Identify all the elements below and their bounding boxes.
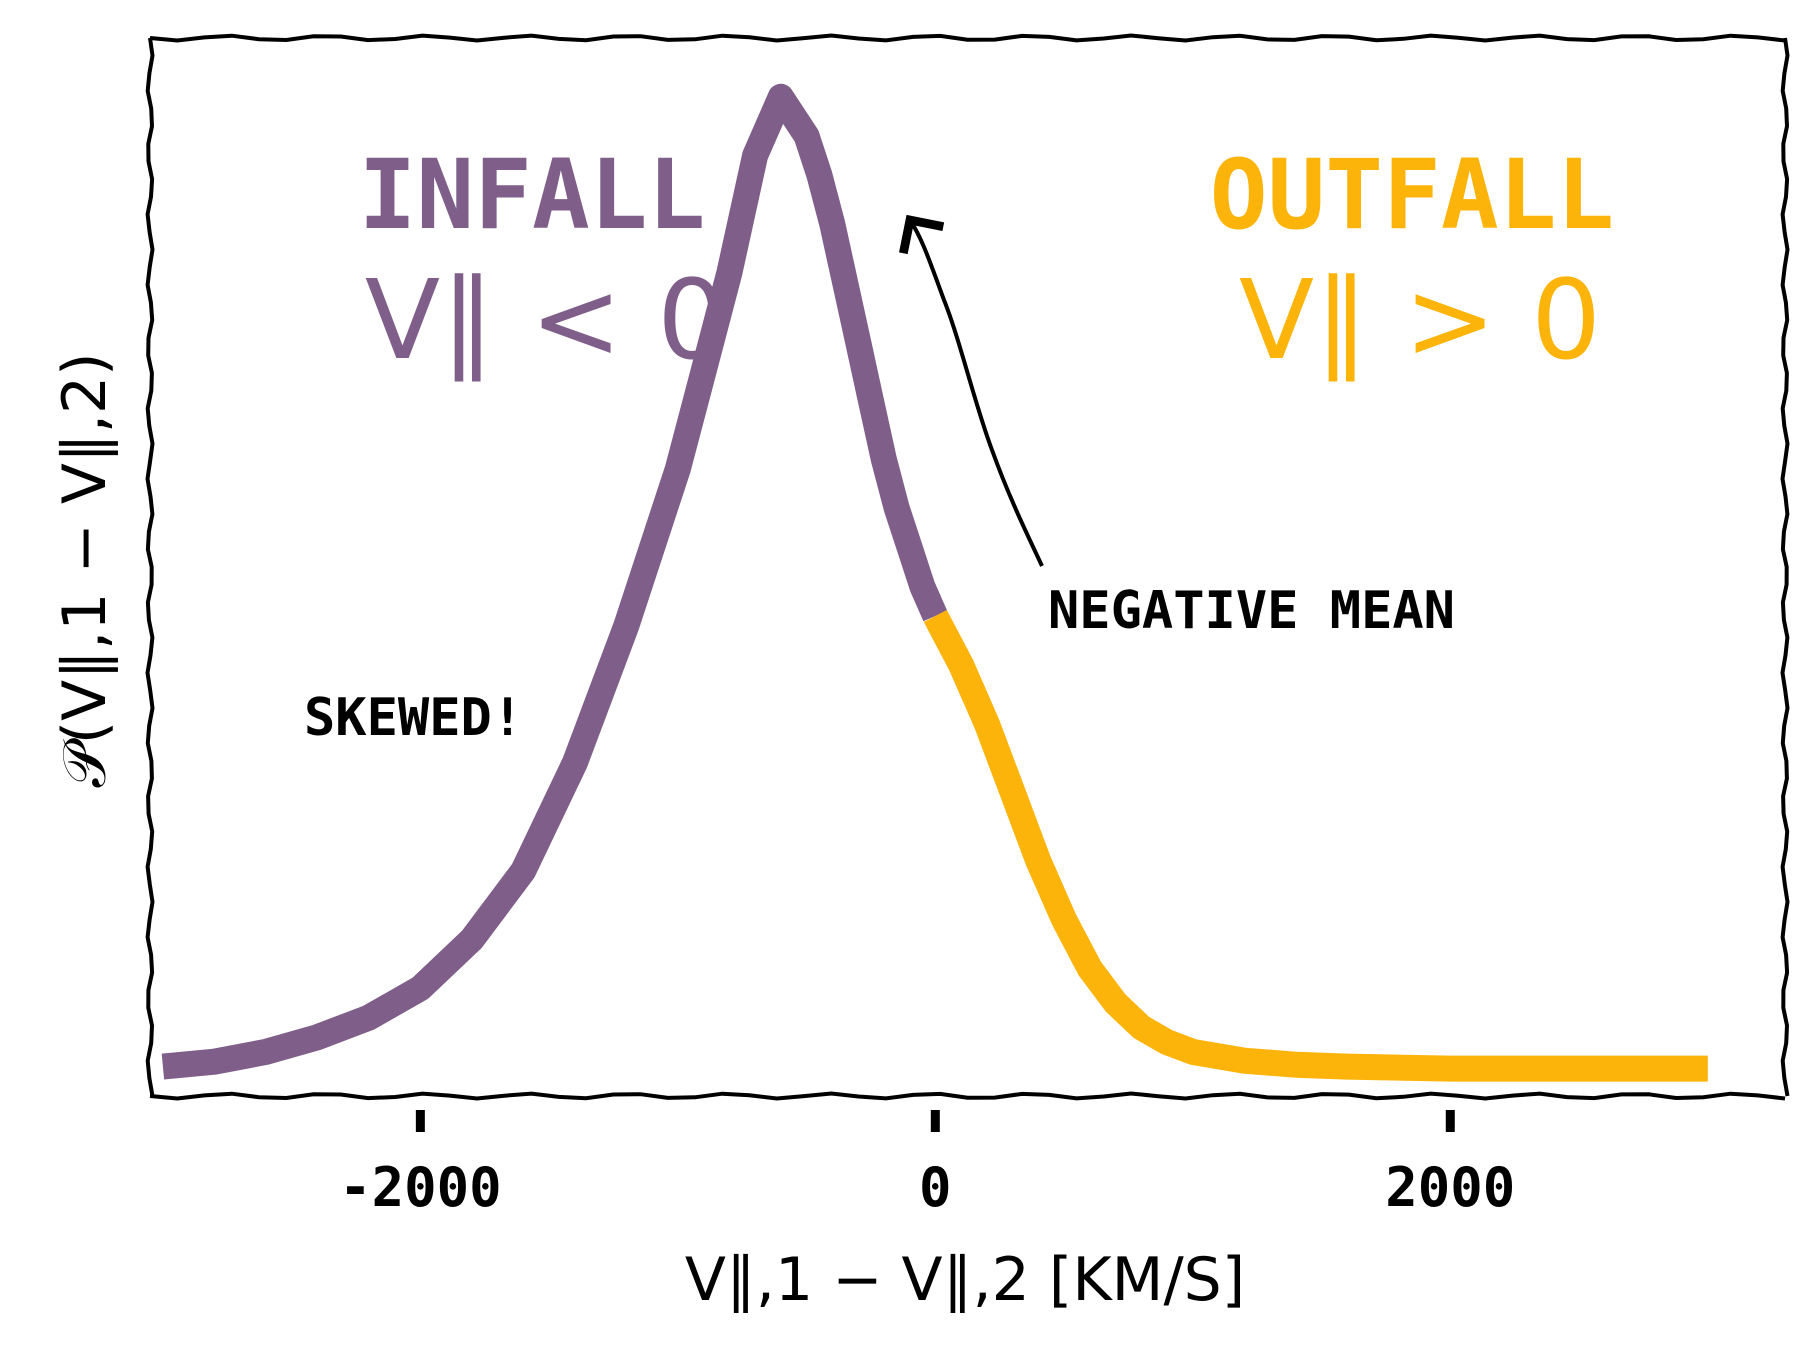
series-line-outfall: [923, 609, 1708, 1082]
x-axis-ticks: -2000 0 2000: [339, 1110, 1515, 1219]
x-axis-label: V∥,1 − V∥,2 [KM/S]: [685, 1245, 1245, 1315]
annotation-skewed: SKEWED!: [304, 688, 523, 748]
plot-frame: [145, 33, 1790, 1101]
infall-title: INFALL: [359, 139, 706, 251]
infall-condition: V∥ < 0: [365, 256, 727, 384]
annotation-arrow: [899, 214, 1044, 567]
frame-bottom: [149, 1091, 1786, 1101]
x-tick-label: 2000: [1385, 1156, 1515, 1219]
x-tick-label: 0: [919, 1156, 952, 1219]
x-tick-label: -2000: [339, 1156, 502, 1219]
outfall-condition: V∥ > 0: [1239, 256, 1601, 384]
frame-left: [145, 37, 155, 1097]
series-lines: [161, 83, 1708, 1082]
series-line-infall: [161, 83, 948, 1080]
frame-top: [149, 33, 1786, 43]
y-axis-label: 𝒫(V∥,1 − V∥,2): [50, 352, 120, 787]
outfall-title: OUTFALL: [1210, 139, 1615, 251]
frame-right: [1780, 37, 1790, 1097]
annotation-negative-mean: NEGATIVE MEAN: [1048, 581, 1455, 641]
